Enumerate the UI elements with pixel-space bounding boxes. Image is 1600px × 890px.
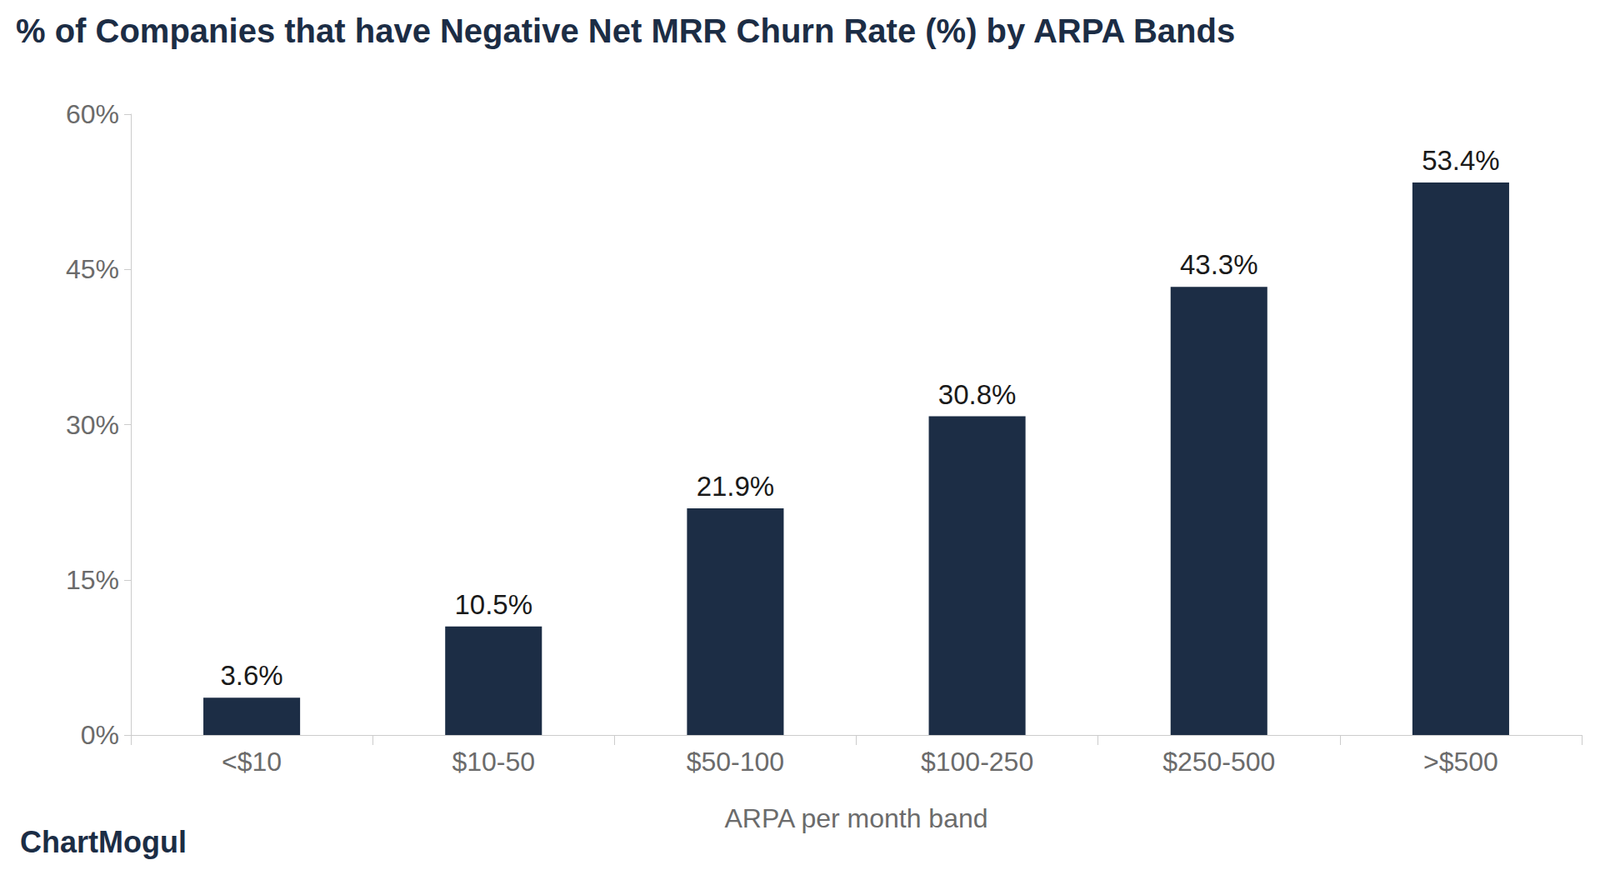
svg-text:$250-500: $250-500: [1162, 746, 1275, 777]
svg-text:3.6%: 3.6%: [220, 660, 283, 691]
svg-text:% of Companies that have Negat: % of Companies that have Negative Net MR…: [15, 12, 1235, 50]
svg-text:$50-100: $50-100: [686, 746, 785, 777]
svg-text:ARPA per month band: ARPA per month band: [724, 803, 988, 834]
svg-text:0%: 0%: [80, 720, 120, 750]
svg-text:ChartMogul: ChartMogul: [20, 825, 187, 860]
svg-text:45%: 45%: [65, 254, 120, 285]
svg-text:$10-50: $10-50: [451, 746, 535, 777]
svg-text:15%: 15%: [65, 565, 120, 595]
svg-text:30.8%: 30.8%: [938, 379, 1017, 410]
svg-text:<$10: <$10: [221, 746, 282, 777]
svg-text:10.5%: 10.5%: [454, 589, 533, 620]
svg-text:21.9%: 21.9%: [696, 470, 775, 502]
svg-text:30%: 30%: [65, 410, 120, 440]
svg-text:53.4%: 53.4%: [1421, 145, 1500, 176]
svg-text:43.3%: 43.3%: [1180, 249, 1259, 280]
svg-text:>$500: >$500: [1423, 746, 1499, 777]
svg-text:60%: 60%: [65, 99, 120, 130]
svg-text:$100-250: $100-250: [920, 746, 1034, 777]
